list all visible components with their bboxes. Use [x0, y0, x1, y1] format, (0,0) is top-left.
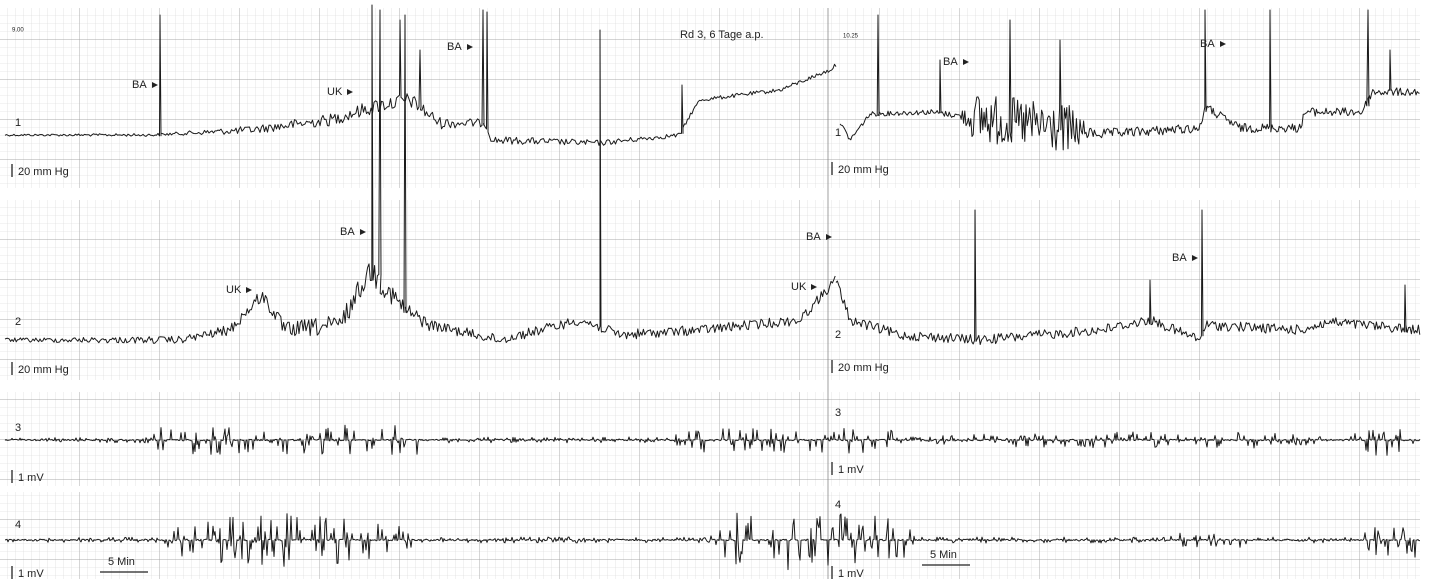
marker-arrow	[1220, 41, 1226, 47]
channel-number: 2	[15, 316, 21, 328]
channel-number: 2	[835, 329, 841, 341]
event-marker: UK	[327, 86, 343, 98]
channel-number: 4	[835, 499, 841, 511]
chart-paper	[0, 392, 1420, 486]
trace	[4, 424, 1421, 456]
channel-number: 3	[835, 407, 841, 419]
event-marker: UK	[226, 284, 242, 296]
event-marker: BA	[1172, 252, 1187, 264]
figure-title: Rd 3, 6 Tage a.p.	[680, 29, 764, 41]
trace	[4, 9, 837, 146]
trace	[835, 209, 1421, 345]
trace	[4, 4, 836, 344]
event-marker: BA	[132, 79, 147, 91]
scale-label: 20 mm Hg	[838, 362, 889, 374]
chart-paper	[0, 492, 1420, 579]
start-time: 10.25	[843, 34, 859, 40]
marker-arrow	[811, 284, 817, 290]
event-marker: BA	[447, 41, 462, 53]
chart-paper	[0, 8, 1420, 188]
start-time: 9.00	[12, 28, 24, 34]
scale-label: 1 mV	[838, 568, 864, 579]
scale-label: 1 mV	[838, 464, 864, 476]
channel-number: 1	[835, 127, 841, 139]
marker-arrow	[467, 44, 473, 50]
marker-arrow	[152, 82, 158, 88]
channel-number: 3	[15, 422, 21, 434]
event-marker: BA	[1200, 38, 1215, 50]
chart-paper	[0, 200, 1420, 380]
event-marker: BA	[943, 56, 958, 68]
channel-number: 1	[15, 117, 21, 129]
scale-label: 20 mm Hg	[18, 364, 69, 376]
marker-arrow	[1192, 255, 1198, 261]
scale-label: 1 mV	[18, 472, 44, 484]
time-scale-label: 5 Min	[930, 549, 957, 561]
marker-arrow	[360, 229, 366, 235]
event-marker: UK	[791, 281, 807, 293]
trace	[839, 9, 1420, 151]
channel-number: 4	[15, 519, 21, 531]
event-marker: BA	[340, 226, 355, 238]
marker-arrow	[347, 89, 353, 95]
event-marker: BA	[806, 231, 821, 243]
trace	[4, 512, 1420, 571]
scale-label: 20 mm Hg	[838, 164, 889, 176]
marker-arrow	[246, 287, 252, 293]
scale-label: 1 mV	[18, 568, 44, 579]
time-scale-label: 5 Min	[108, 556, 135, 568]
scale-label: 20 mm Hg	[18, 166, 69, 178]
marker-arrow	[826, 234, 832, 240]
marker-arrow	[963, 59, 969, 65]
